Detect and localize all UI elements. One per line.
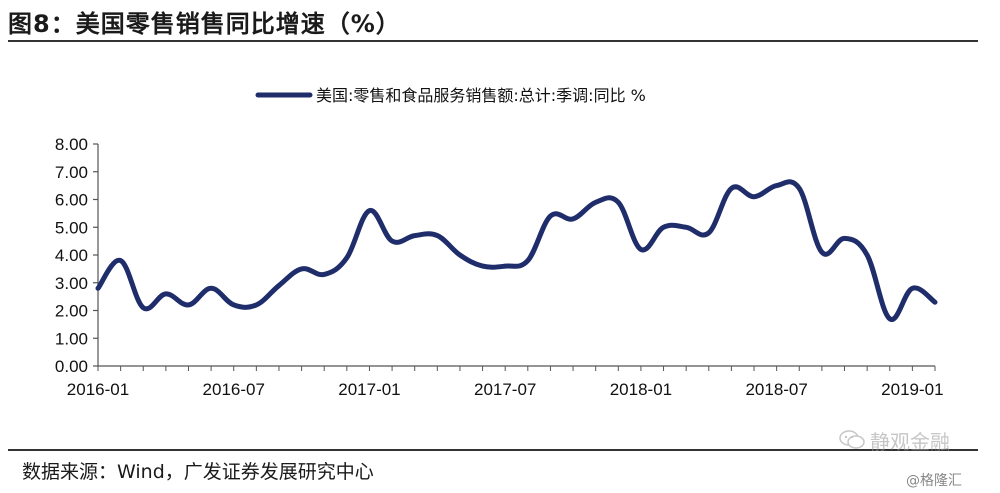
top-rule bbox=[8, 40, 978, 42]
figure-title: 图8：美国零售销售同比增速（%） bbox=[8, 10, 401, 38]
y-tick-label: 5.00 bbox=[55, 218, 88, 237]
x-tick-label: 2016-01 bbox=[67, 380, 129, 399]
x-tick-label: 2019-01 bbox=[881, 380, 943, 399]
y-tick-label: 6.00 bbox=[55, 191, 88, 210]
y-tick-label: 0.00 bbox=[55, 357, 88, 376]
y-axis-ticks: 0.00 1.00 2.00 3.00 4.00 5.00 6.00 7.00 8.00 bbox=[55, 135, 98, 376]
y-tick-label: 7.00 bbox=[55, 163, 88, 182]
series-line bbox=[95, 179, 938, 322]
y-tick-label: 4.00 bbox=[55, 246, 88, 265]
legend-label: 美国:零售和食品服务销售额:总计:季调:同比 % bbox=[316, 86, 646, 105]
watermark: 静观金融 bbox=[838, 425, 988, 455]
watermark-text: 静观金融 bbox=[870, 429, 950, 454]
source-note: 数据来源：Wind，广发证券发展研究中心 bbox=[22, 461, 374, 483]
wechat-icon bbox=[839, 430, 865, 449]
line-chart: 美国:零售和食品服务销售额:总计:季调:同比 % 0.00 1.00 2.00 3.0… bbox=[55, 86, 944, 399]
x-tick-label: 2016-07 bbox=[203, 380, 265, 399]
y-tick-label: 1.00 bbox=[55, 329, 88, 348]
axes bbox=[97, 144, 935, 367]
x-axis-ticks: 2016-01 2016-07 2017-01 2017-07 2018-01 2018-… bbox=[67, 366, 944, 399]
watermark-secondary: @格隆汇 bbox=[906, 473, 962, 489]
y-tick-label: 2.00 bbox=[55, 302, 88, 321]
x-tick-label: 2018-01 bbox=[610, 380, 672, 399]
y-tick-label: 8.00 bbox=[55, 135, 88, 154]
x-tick-label: 2017-07 bbox=[474, 380, 536, 399]
y-tick-label: 3.00 bbox=[55, 274, 88, 293]
bottom-rule bbox=[8, 449, 978, 451]
legend: 美国:零售和食品服务销售额:总计:季调:同比 % bbox=[255, 86, 646, 105]
x-tick-label: 2017-01 bbox=[338, 380, 400, 399]
x-tick-label: 2018-07 bbox=[745, 380, 807, 399]
